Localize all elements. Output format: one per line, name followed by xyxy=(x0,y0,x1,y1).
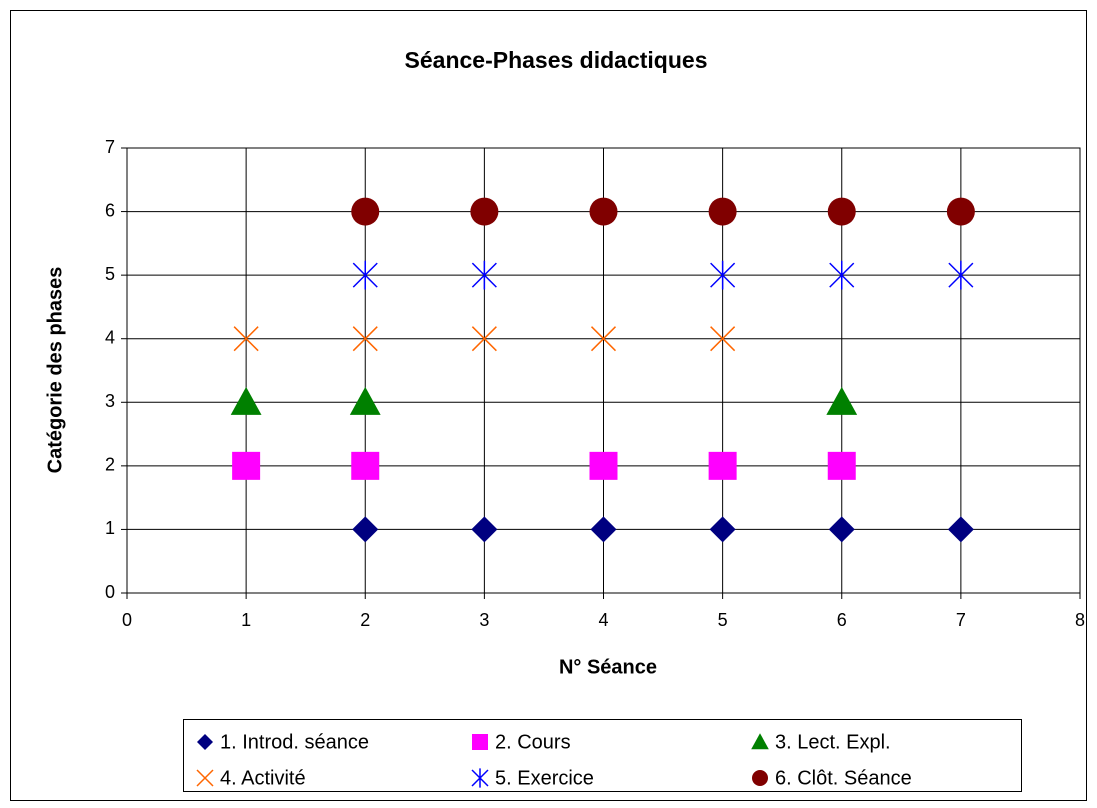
point xyxy=(471,326,497,352)
point xyxy=(948,260,974,290)
y-tick-label: 0 xyxy=(105,582,115,602)
x-axis-label: N° Séance xyxy=(559,656,657,678)
point xyxy=(708,451,737,480)
point xyxy=(827,197,856,226)
x-tick-label: 4 xyxy=(598,610,608,630)
point xyxy=(352,516,379,543)
x-tick-label: 8 xyxy=(1075,610,1085,630)
point xyxy=(826,386,858,415)
point xyxy=(708,197,737,226)
point xyxy=(828,516,855,543)
point xyxy=(351,451,380,480)
x-tick-label: 5 xyxy=(718,610,728,630)
legend-label: 5. Exercice xyxy=(495,767,594,789)
point xyxy=(947,516,974,543)
legend-marker xyxy=(472,734,488,750)
x-tick-label: 1 xyxy=(241,610,251,630)
point xyxy=(590,516,617,543)
y-tick-label: 7 xyxy=(105,137,115,157)
point xyxy=(232,451,261,480)
point xyxy=(471,260,497,290)
chart-title: Séance-Phases didactiques xyxy=(405,47,708,73)
y-tick-label: 2 xyxy=(105,455,115,475)
x-tick-label: 7 xyxy=(956,610,966,630)
point xyxy=(590,326,617,352)
legend-label: 2. Cours xyxy=(495,731,571,753)
point xyxy=(710,326,736,352)
point xyxy=(589,197,618,226)
point xyxy=(351,197,380,226)
point xyxy=(710,260,736,290)
legend-marker xyxy=(471,768,489,788)
legend-label: 6. Clôt. Séance xyxy=(775,767,912,789)
legend-marker xyxy=(752,770,768,786)
point xyxy=(829,260,855,290)
y-tick-label: 4 xyxy=(105,327,115,347)
x-tick-label: 0 xyxy=(122,610,132,630)
point xyxy=(352,260,378,290)
point xyxy=(827,451,856,480)
legend-marker xyxy=(751,733,769,750)
y-tick-label: 3 xyxy=(105,391,115,411)
y-tick-label: 5 xyxy=(105,264,115,284)
point xyxy=(352,326,378,352)
legend-box xyxy=(183,719,1022,792)
point xyxy=(470,197,499,226)
x-tick-label: 3 xyxy=(479,610,489,630)
point xyxy=(233,326,259,352)
legend-marker xyxy=(197,734,213,750)
point xyxy=(709,516,736,543)
legend-label: 1. Introd. séance xyxy=(220,731,369,753)
legend-label: 3. Lect. Expl. xyxy=(775,731,891,753)
point xyxy=(589,451,618,480)
y-tick-label: 1 xyxy=(105,518,115,538)
y-tick-label: 6 xyxy=(105,200,115,220)
point xyxy=(349,386,381,415)
point xyxy=(471,516,498,543)
x-tick-label: 6 xyxy=(837,610,847,630)
point xyxy=(946,197,975,226)
y-axis-label: Catégorie des phases xyxy=(44,267,66,474)
legend-label: 4. Activité xyxy=(220,767,306,789)
x-tick-label: 2 xyxy=(360,610,370,630)
legend-marker xyxy=(196,769,214,787)
point xyxy=(230,386,262,415)
